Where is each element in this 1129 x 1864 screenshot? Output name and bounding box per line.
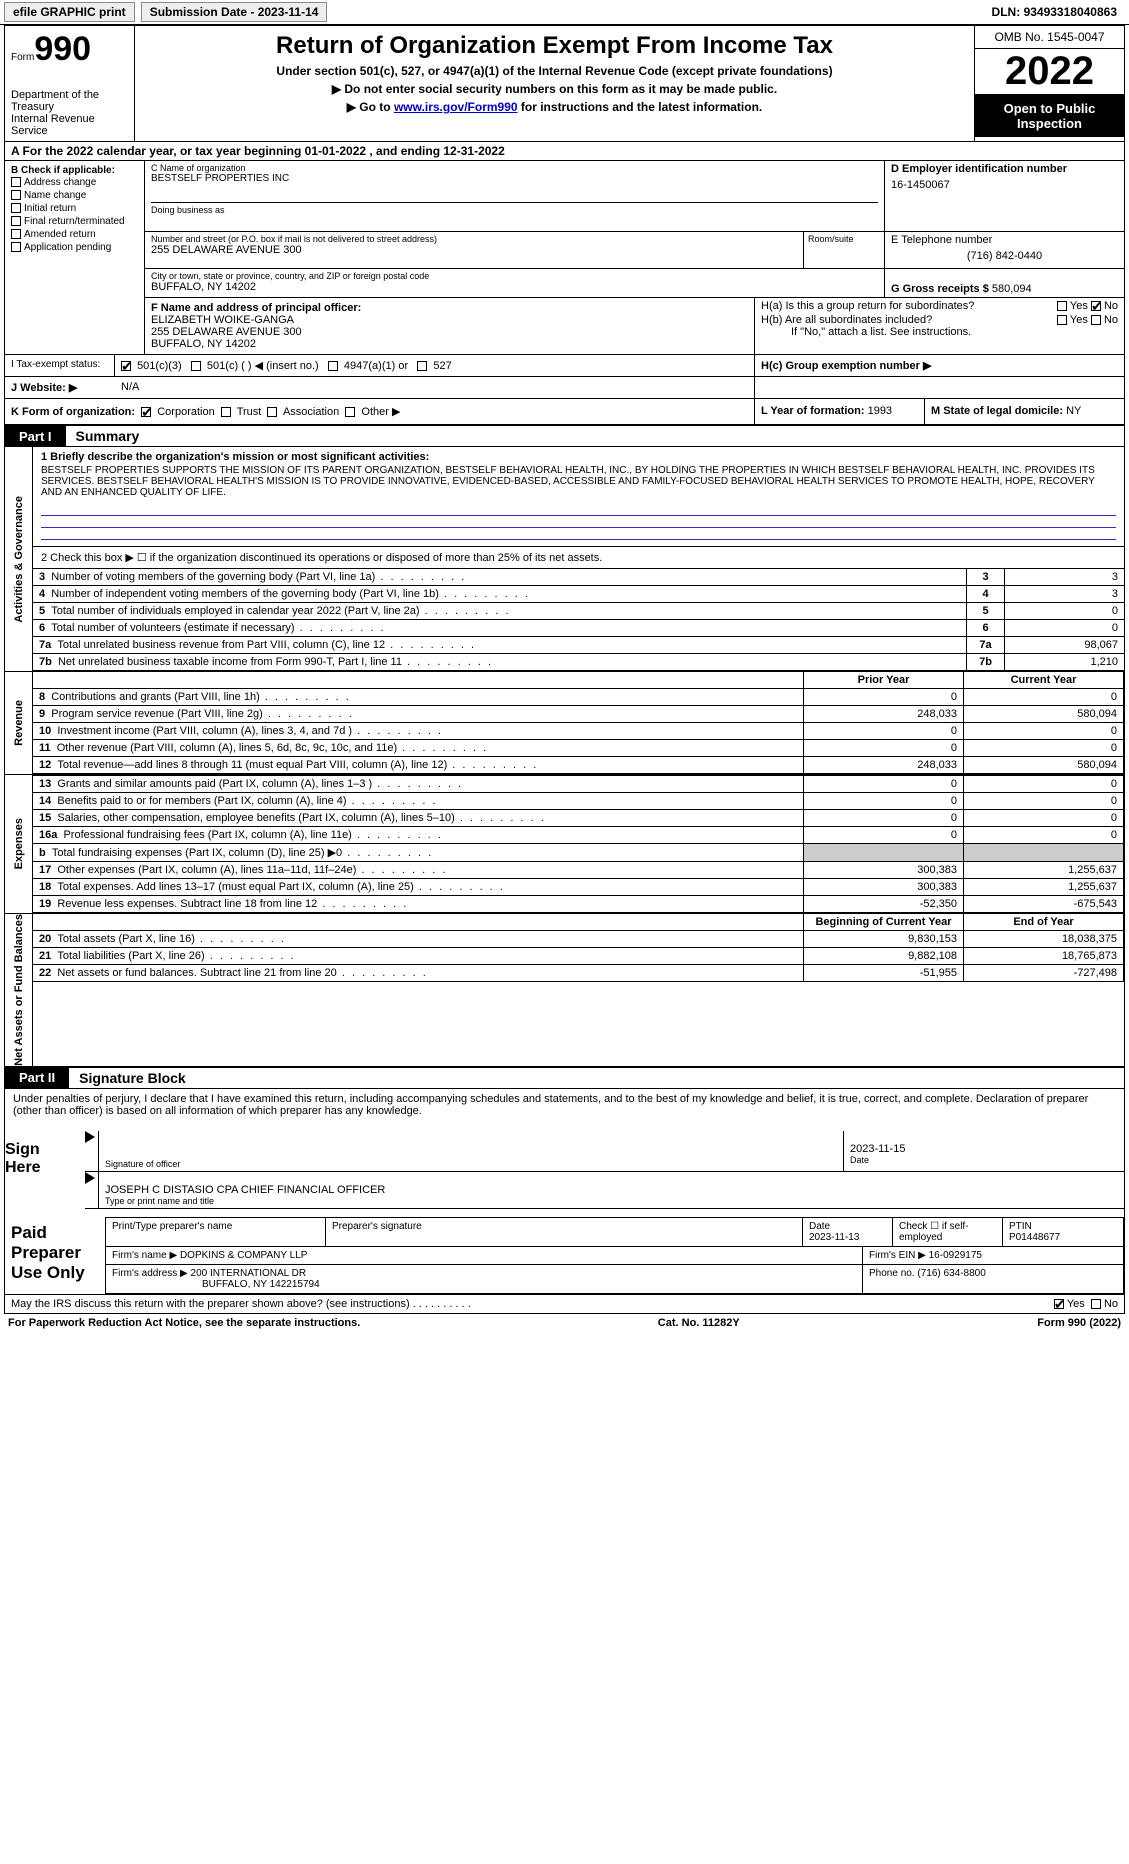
- revenue-row-11: 11 Other revenue (Part VIII, column (A),…: [33, 740, 1124, 757]
- firm-phone: (716) 634-8800: [917, 1268, 985, 1279]
- checkbox-ha-no[interactable]: [1091, 301, 1101, 311]
- expense-row-b: b Total fundraising expenses (Part IX, c…: [33, 844, 1124, 862]
- arrow-icon: [85, 1131, 95, 1143]
- checkbox-4947[interactable]: [328, 361, 338, 371]
- netassets-row-21: 21 Total liabilities (Part X, line 26)9,…: [33, 948, 1124, 965]
- checkbox-amended-return[interactable]: [11, 229, 21, 239]
- checkbox-address-change[interactable]: [11, 177, 21, 187]
- checkbox-discuss-yes[interactable]: [1054, 1299, 1064, 1309]
- mission-text: BESTSELF PROPERTIES SUPPORTS THE MISSION…: [41, 463, 1116, 504]
- header-title: Return of Organization Exempt From Incom…: [135, 26, 974, 141]
- netassets-row-20: 20 Total assets (Part X, line 16)9,830,1…: [33, 931, 1124, 948]
- checkbox-other[interactable]: [345, 407, 355, 417]
- penalty-statement: Under penalties of perjury, I declare th…: [13, 1093, 1116, 1117]
- year-formation: 1993: [868, 405, 892, 417]
- form-title: Return of Organization Exempt From Incom…: [143, 30, 966, 64]
- part-2-header: Part II Signature Block: [5, 1067, 1124, 1089]
- open-to-public: Open to Public Inspection: [975, 95, 1124, 137]
- sig-date: 2023-11-15: [850, 1143, 1118, 1155]
- revenue-row-8: 8 Contributions and grants (Part VIII, l…: [33, 689, 1124, 706]
- firm-address: 200 INTERNATIONAL DR: [191, 1268, 307, 1279]
- summary-row-3: 3 Number of voting members of the govern…: [33, 569, 1124, 586]
- ptin: P01448677: [1009, 1232, 1060, 1243]
- expense-row-15: 15 Salaries, other compensation, employe…: [33, 810, 1124, 827]
- form-header: Form990 Department of the Treasury Inter…: [5, 26, 1124, 142]
- summary-row-7a: 7a Total unrelated business revenue from…: [33, 637, 1124, 654]
- checkbox-assoc[interactable]: [267, 407, 277, 417]
- side-revenue: Revenue: [5, 672, 33, 774]
- side-net-assets: Net Assets or Fund Balances: [5, 914, 33, 1066]
- form-990-container: Form990 Department of the Treasury Inter…: [4, 25, 1125, 1314]
- revenue-row-9: 9 Program service revenue (Part VIII, li…: [33, 706, 1124, 723]
- row-a-tax-year: A For the 2022 calendar year, or tax yea…: [5, 142, 1124, 161]
- sign-here-label: Sign Here: [5, 1131, 75, 1177]
- gross-receipts: 580,094: [992, 283, 1032, 295]
- arrow-icon: [85, 1172, 95, 1184]
- dln: DLN: 93493318040863: [992, 5, 1125, 19]
- form-footer: Form 990 (2022): [1037, 1317, 1121, 1329]
- checkbox-initial-return[interactable]: [11, 203, 21, 213]
- revenue-row-10: 10 Investment income (Part VIII, column …: [33, 723, 1124, 740]
- summary-row-4: 4 Number of independent voting members o…: [33, 586, 1124, 603]
- telephone: (716) 842-0440: [891, 246, 1118, 266]
- summary-row-7b: 7b Net unrelated business taxable income…: [33, 654, 1124, 671]
- expense-row-14: 14 Benefits paid to or for members (Part…: [33, 793, 1124, 810]
- firm-ein: 16-0929175: [929, 1250, 982, 1261]
- submission-date-button[interactable]: Submission Date - 2023-11-14: [141, 2, 328, 22]
- ein: 16-1450067: [891, 175, 1118, 195]
- checkbox-application-pending[interactable]: [11, 242, 21, 252]
- cat-number: Cat. No. 11282Y: [658, 1317, 740, 1329]
- top-toolbar: efile GRAPHIC print Submission Date - 20…: [0, 0, 1129, 25]
- expense-row-19: 19 Revenue less expenses. Subtract line …: [33, 896, 1124, 913]
- paid-preparer-label: Paid Preparer Use Only: [5, 1217, 105, 1294]
- checkbox-ha-yes[interactable]: [1057, 301, 1067, 311]
- box-i-label: I Tax-exempt status:: [5, 355, 115, 376]
- org-name: BESTSELF PROPERTIES INC: [151, 173, 878, 184]
- efile-label: efile GRAPHIC print: [4, 2, 135, 22]
- revenue-row-12: 12 Total revenue—add lines 8 through 11 …: [33, 757, 1124, 774]
- checkbox-final-return[interactable]: [11, 216, 21, 226]
- checkbox-hb-no[interactable]: [1091, 315, 1101, 325]
- netassets-row-22: 22 Net assets or fund balances. Subtract…: [33, 965, 1124, 982]
- part-1-header: Part I Summary: [5, 425, 1124, 447]
- state-domicile: NY: [1066, 405, 1081, 417]
- city-state-zip: BUFFALO, NY 14202: [151, 281, 878, 293]
- omb-number: OMB No. 1545-0047: [975, 26, 1124, 49]
- header-left: Form990 Department of the Treasury Inter…: [5, 26, 135, 141]
- checkbox-501c3[interactable]: [121, 361, 131, 371]
- officer-name: ELIZABETH WOIKE-GANGA: [151, 314, 748, 326]
- firm-name: DOPKINS & COMPANY LLP: [180, 1250, 307, 1261]
- expense-row-17: 17 Other expenses (Part IX, column (A), …: [33, 862, 1124, 879]
- checkbox-527[interactable]: [417, 361, 427, 371]
- expense-row-13: 13 Grants and similar amounts paid (Part…: [33, 776, 1124, 793]
- side-expenses: Expenses: [5, 775, 33, 913]
- expense-row-16a: 16a Professional fundraising fees (Part …: [33, 827, 1124, 844]
- checkbox-corp[interactable]: [141, 407, 151, 417]
- box-b-checkboxes: B Check if applicable: Address change Na…: [5, 161, 145, 354]
- summary-row-5: 5 Total number of individuals employed i…: [33, 603, 1124, 620]
- checkbox-discuss-no[interactable]: [1091, 1299, 1101, 1309]
- checkbox-name-change[interactable]: [11, 190, 21, 200]
- expense-row-18: 18 Total expenses. Add lines 13–17 (must…: [33, 879, 1124, 896]
- officer-name-title: JOSEPH C DISTASIO CPA CHIEF FINANCIAL OF…: [105, 1184, 1118, 1196]
- side-activities-governance: Activities & Governance: [5, 447, 33, 671]
- header-right: OMB No. 1545-0047 2022 Open to Public In…: [974, 26, 1124, 141]
- pra-notice: For Paperwork Reduction Act Notice, see …: [8, 1317, 360, 1329]
- checkbox-501c[interactable]: [191, 361, 201, 371]
- checkbox-trust[interactable]: [221, 407, 231, 417]
- checkbox-hb-yes[interactable]: [1057, 315, 1067, 325]
- summary-row-6: 6 Total number of volunteers (estimate i…: [33, 620, 1124, 637]
- website: N/A: [115, 377, 754, 398]
- prep-date: 2023-11-13: [809, 1232, 859, 1243]
- irs-link[interactable]: www.irs.gov/Form990: [394, 100, 518, 114]
- street-address: 255 DELAWARE AVENUE 300: [151, 244, 797, 256]
- tax-year: 2022: [975, 49, 1124, 95]
